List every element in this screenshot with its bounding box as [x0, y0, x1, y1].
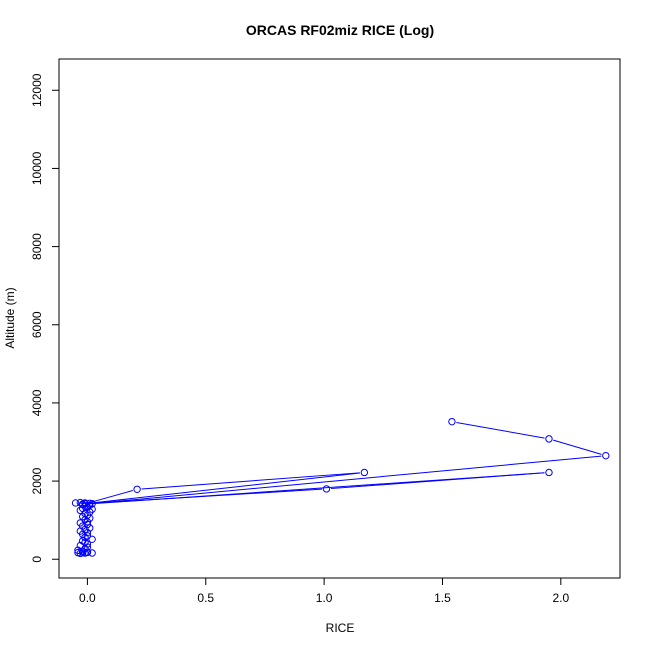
y-tick-label: 4000: [30, 389, 44, 416]
x-tick-label: 0.5: [197, 591, 214, 605]
y-tick-label: 6000: [30, 311, 44, 338]
series-segment: [141, 472, 360, 490]
y-tick-label: 2000: [30, 467, 44, 494]
y-tick-label: 0: [30, 556, 44, 563]
y-axis: 0 2000 4000 6000 8000 10000 12000: [30, 73, 60, 563]
x-tick-label: 2.0: [552, 591, 569, 605]
data-point: [545, 468, 553, 477]
chart-title: ORCAS RF02miz RICE (Log): [246, 22, 434, 38]
data-point: [76, 549, 85, 558]
data-point: [133, 485, 141, 493]
data-point: [83, 540, 92, 548]
x-axis-label: RICE: [326, 621, 355, 635]
data-point: [88, 535, 96, 544]
series-segment: [89, 472, 360, 504]
x-tick-label: 1.0: [316, 591, 333, 605]
data-point: [88, 549, 96, 557]
data-point: [545, 435, 553, 443]
data-point: [71, 499, 80, 507]
y-tick-label: 10000: [30, 151, 44, 185]
data-point: [86, 524, 94, 532]
data-point: [83, 548, 92, 557]
data-point: [83, 518, 92, 526]
x-tick-label: 0.0: [79, 591, 96, 605]
y-axis-label: Altitude (m): [3, 287, 17, 348]
data-point: [83, 503, 92, 511]
data-point: [83, 528, 92, 537]
data-point: [322, 485, 331, 493]
data-point: [448, 417, 456, 426]
series-segment: [553, 439, 602, 455]
data-series: [71, 417, 610, 558]
y-tick-label: 12000: [30, 73, 44, 107]
series-segment: [456, 421, 545, 439]
series-segment: [87, 455, 602, 505]
data-point: [602, 451, 610, 460]
data-point: [360, 468, 369, 477]
y-tick-label: 8000: [30, 233, 44, 260]
x-tick-label: 1.5: [434, 591, 451, 605]
x-axis: 0.0 0.5 1.0 1.5 2.0: [79, 577, 569, 605]
series-segment: [96, 472, 545, 504]
